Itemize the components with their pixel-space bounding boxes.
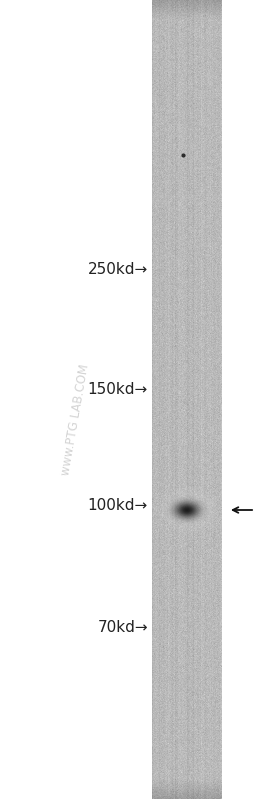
Text: 100kd→: 100kd→ xyxy=(88,498,148,512)
Text: 70kd→: 70kd→ xyxy=(97,621,148,635)
Text: www.PTG LAB.COM: www.PTG LAB.COM xyxy=(59,364,91,477)
Text: 150kd→: 150kd→ xyxy=(88,383,148,397)
Text: 250kd→: 250kd→ xyxy=(88,263,148,277)
